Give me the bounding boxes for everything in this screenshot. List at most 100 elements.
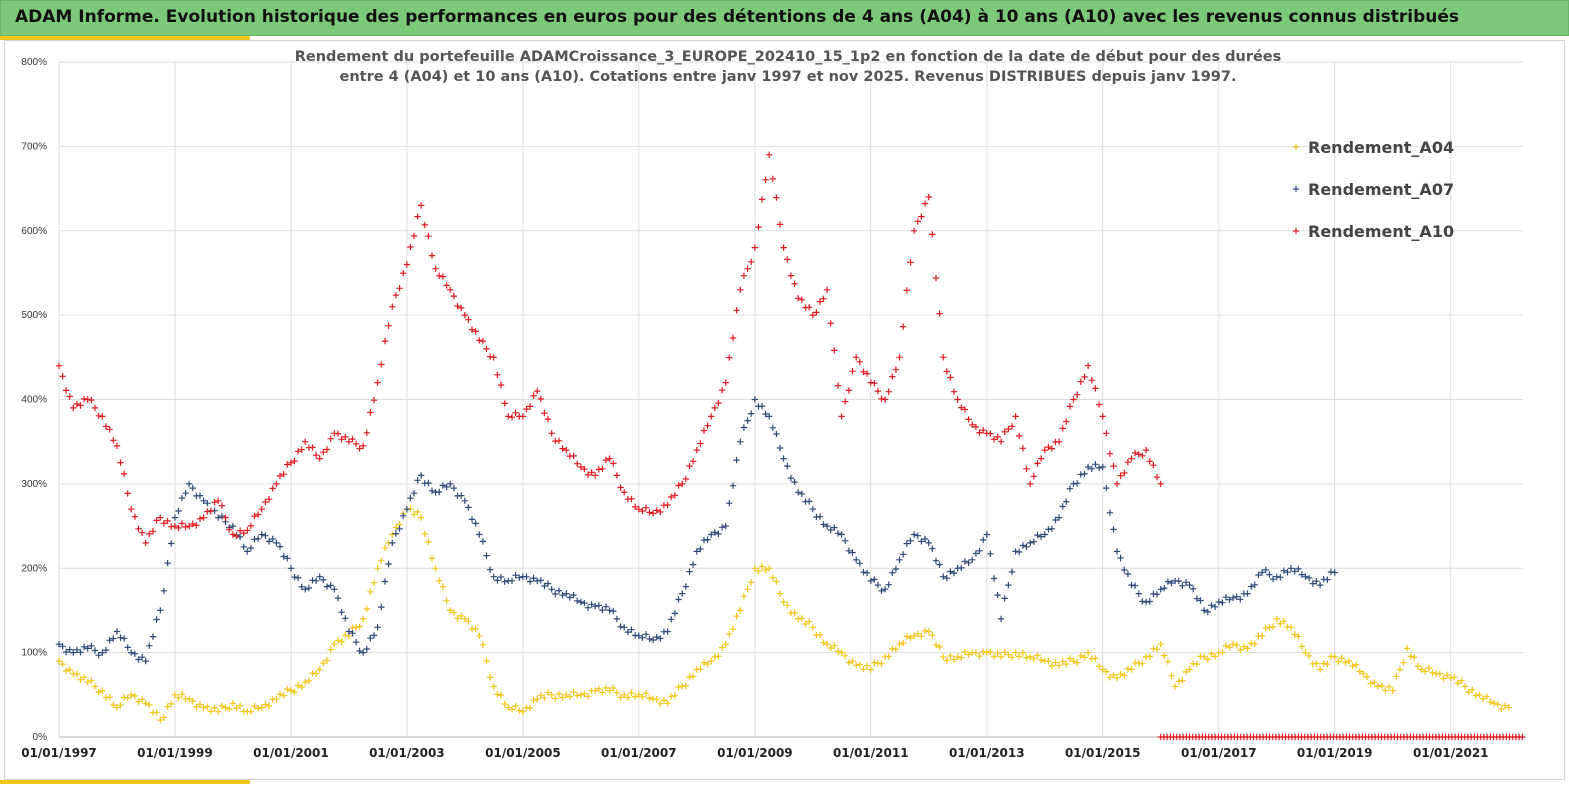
point-Rendement_A04 bbox=[450, 609, 458, 616]
point-Rendement_A04 bbox=[1208, 650, 1215, 657]
point-Rendement_A07 bbox=[1219, 599, 1226, 606]
point-Rendement_A07 bbox=[447, 480, 454, 488]
point-Rendement_A10 bbox=[914, 218, 921, 225]
point-Rendement_A10 bbox=[1088, 377, 1095, 384]
point-Rendement_A04 bbox=[1019, 649, 1027, 657]
point-Rendement_A04 bbox=[1005, 651, 1012, 658]
point-Rendement_A10 bbox=[744, 265, 751, 272]
point-Rendement_A07 bbox=[450, 484, 458, 492]
point-Rendement_A04 bbox=[762, 566, 769, 574]
x-tick-label: 01/01/2011 bbox=[833, 746, 909, 760]
point-Rendement_A07 bbox=[1226, 596, 1233, 603]
point-Rendement_A07 bbox=[349, 630, 356, 637]
point-Rendement_A10 bbox=[1074, 391, 1081, 398]
point-Rendement_A07 bbox=[726, 500, 733, 507]
point-Rendement_A07 bbox=[99, 649, 106, 656]
point-Rendement_A04 bbox=[1008, 654, 1016, 661]
point-Rendement_A10 bbox=[251, 512, 258, 520]
point-Rendement_A07 bbox=[715, 530, 722, 538]
point-Rendement_A10 bbox=[537, 395, 544, 403]
point-Rendement_A07 bbox=[874, 581, 882, 589]
point-Rendement_A07 bbox=[436, 488, 443, 496]
point-Rendement_A10 bbox=[639, 507, 646, 515]
point-Rendement_A10 bbox=[229, 531, 237, 538]
point-Rendement_A10 bbox=[856, 358, 863, 365]
data-points bbox=[55, 151, 1526, 741]
point-Rendement_A07 bbox=[863, 569, 871, 577]
point-Rendement_A07 bbox=[1110, 526, 1117, 533]
point-Rendement_A04 bbox=[1095, 663, 1103, 670]
point-Rendement_A04 bbox=[374, 565, 381, 572]
zero-band bbox=[1157, 733, 1526, 741]
point-Rendement_A10 bbox=[1045, 443, 1052, 451]
point-Rendement_A10 bbox=[708, 413, 715, 420]
point-Rendement_A04 bbox=[530, 697, 537, 704]
point-Rendement_A04 bbox=[196, 701, 204, 708]
point-Rendement_A04 bbox=[1110, 671, 1117, 679]
point-Rendement_A04 bbox=[1001, 649, 1008, 656]
point-Rendement_A10 bbox=[592, 472, 599, 479]
point-Rendement_A10 bbox=[59, 373, 66, 380]
point-Rendement_A07 bbox=[345, 628, 353, 635]
point-Rendement_A07 bbox=[120, 635, 128, 642]
point-Rendement_A04 bbox=[1204, 656, 1211, 663]
point-Rendement_A04 bbox=[929, 632, 936, 639]
point-Rendement_A04 bbox=[1262, 624, 1269, 632]
point-Rendement_A07 bbox=[795, 489, 802, 496]
point-Rendement_A10 bbox=[218, 502, 226, 509]
point-Rendement_A04 bbox=[1222, 642, 1230, 649]
point-Rendement_A10 bbox=[316, 455, 323, 462]
point-Rendement_A04 bbox=[378, 557, 385, 564]
point-Rendement_A10 bbox=[1135, 451, 1142, 458]
y-tick-label: 500% bbox=[21, 310, 47, 321]
point-Rendement_A04 bbox=[1030, 655, 1037, 662]
point-Rendement_A10 bbox=[370, 397, 378, 404]
point-Rendement_A07 bbox=[936, 561, 943, 568]
point-Rendement_A10 bbox=[700, 427, 708, 434]
point-Rendement_A07 bbox=[892, 565, 900, 573]
point-Rendement_A10 bbox=[1016, 432, 1023, 440]
point-Rendement_A07 bbox=[842, 537, 849, 544]
y-axis-ticks: 0% 100% 200% 300% 400% 500% 600% 700% 800% bbox=[21, 57, 47, 743]
point-Rendement_A04 bbox=[476, 632, 483, 639]
point-Rendement_A10 bbox=[276, 472, 284, 480]
point-Rendement_A04 bbox=[570, 688, 577, 696]
y-tick-label: 800% bbox=[21, 57, 47, 68]
point-Rendement_A04 bbox=[1451, 674, 1458, 681]
point-Rendement_A04 bbox=[204, 703, 211, 710]
point-Rendement_A07 bbox=[378, 603, 385, 611]
point-Rendement_A07 bbox=[113, 628, 121, 635]
point-Rendement_A07 bbox=[84, 645, 91, 652]
point-Rendement_A07 bbox=[66, 646, 73, 653]
point-Rendement_A07 bbox=[997, 615, 1005, 623]
point-Rendement_A07 bbox=[1287, 565, 1295, 572]
legend-marker bbox=[1292, 143, 1300, 151]
point-Rendement_A04 bbox=[251, 702, 258, 710]
point-Rendement_A04 bbox=[1331, 653, 1338, 660]
point-Rendement_A07 bbox=[497, 573, 505, 581]
point-Rendement_A07 bbox=[269, 535, 276, 543]
point-Rendement_A07 bbox=[990, 575, 998, 582]
point-Rendement_A04 bbox=[1360, 670, 1367, 677]
point-Rendement_A04 bbox=[1494, 701, 1501, 708]
point-Rendement_A07 bbox=[338, 609, 345, 616]
point-Rendement_A04 bbox=[128, 691, 135, 698]
point-Rendement_A10 bbox=[541, 409, 548, 417]
point-Rendement_A10 bbox=[505, 413, 512, 420]
point-Rendement_A10 bbox=[342, 433, 349, 441]
point-Rendement_A04 bbox=[236, 702, 244, 709]
point-Rendement_A04 bbox=[1501, 702, 1509, 709]
point-Rendement_A10 bbox=[91, 404, 99, 412]
point-Rendement_A10 bbox=[302, 438, 309, 445]
point-Rendement_A04 bbox=[1063, 660, 1070, 668]
point-Rendement_A10 bbox=[244, 527, 251, 534]
point-Rendement_A04 bbox=[856, 661, 863, 668]
point-Rendement_A07 bbox=[798, 490, 806, 497]
point-Rendement_A10 bbox=[806, 304, 813, 311]
point-Rendement_A04 bbox=[461, 615, 468, 623]
point-Rendement_A04 bbox=[497, 691, 505, 699]
point-Rendement_A10 bbox=[929, 231, 936, 238]
point-Rendement_A07 bbox=[592, 603, 599, 610]
point-Rendement_A07 bbox=[1309, 580, 1316, 587]
point-Rendement_A07 bbox=[218, 512, 226, 520]
